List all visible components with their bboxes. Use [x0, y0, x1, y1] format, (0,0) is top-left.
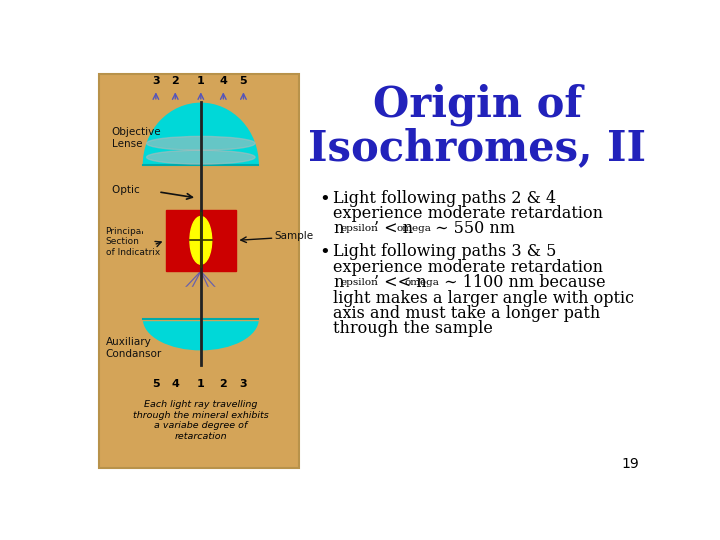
Text: Isochromes, II: Isochromes, II — [308, 127, 647, 169]
Text: 4: 4 — [171, 379, 179, 389]
Text: experience moderate retardation: experience moderate retardation — [333, 205, 603, 222]
Text: Origin of: Origin of — [373, 84, 582, 126]
Text: through the mineral exhibits: through the mineral exhibits — [133, 410, 269, 420]
Text: retarcation: retarcation — [174, 432, 227, 441]
Text: ∼ 1100 nm because: ∼ 1100 nm because — [438, 274, 606, 291]
Ellipse shape — [147, 150, 255, 164]
Text: n: n — [333, 274, 343, 291]
Ellipse shape — [143, 288, 258, 350]
Bar — [140, 165, 262, 231]
Bar — [166, 210, 235, 271]
Text: 5: 5 — [240, 76, 247, 85]
Text: •: • — [320, 244, 330, 261]
Text: Optic Axis: Optic Axis — [112, 185, 164, 194]
Text: 2: 2 — [220, 379, 228, 389]
Text: 1: 1 — [197, 76, 204, 85]
Text: through the sample: through the sample — [333, 320, 493, 338]
Text: omega: omega — [405, 278, 439, 287]
Text: Principal
Section
of Indicatrix: Principal Section of Indicatrix — [106, 227, 160, 257]
Bar — [140, 287, 262, 320]
Text: •: • — [320, 190, 330, 207]
Text: Each light ray travelling: Each light ray travelling — [144, 400, 258, 409]
Text: light makes a larger angle with optic: light makes a larger angle with optic — [333, 289, 634, 307]
Text: 1: 1 — [197, 379, 204, 389]
Ellipse shape — [190, 217, 212, 264]
Text: Auxiliary
Condansor: Auxiliary Condansor — [106, 338, 162, 359]
Text: 5: 5 — [152, 379, 160, 389]
Text: ∼ 550 nm: ∼ 550 nm — [431, 220, 516, 238]
Text: n: n — [333, 220, 343, 238]
Text: 3: 3 — [152, 76, 160, 85]
Text: 4: 4 — [220, 76, 228, 85]
Ellipse shape — [147, 137, 255, 150]
Text: experience moderate retardation: experience moderate retardation — [333, 259, 603, 276]
Text: 2: 2 — [171, 76, 179, 85]
Text: 3: 3 — [240, 379, 247, 389]
Text: epsilon: epsilon — [341, 224, 378, 233]
Text: Objective
Lense: Objective Lense — [112, 127, 161, 148]
Text: a variabe degree of: a variabe degree of — [154, 421, 248, 430]
Text: Light following paths 2 & 4: Light following paths 2 & 4 — [333, 190, 557, 206]
Text: Sample: Sample — [274, 231, 314, 241]
Ellipse shape — [143, 103, 258, 226]
Text: 19: 19 — [621, 457, 639, 471]
Text: omega: omega — [396, 224, 431, 233]
Text: axis and must take a longer path: axis and must take a longer path — [333, 305, 600, 322]
Text: epsilon: epsilon — [341, 278, 378, 287]
FancyBboxPatch shape — [99, 74, 300, 468]
Text: Light following paths 3 & 5: Light following paths 3 & 5 — [333, 244, 557, 260]
Text: ’ << n: ’ << n — [374, 274, 427, 291]
Text: ’ < n: ’ < n — [374, 220, 413, 238]
